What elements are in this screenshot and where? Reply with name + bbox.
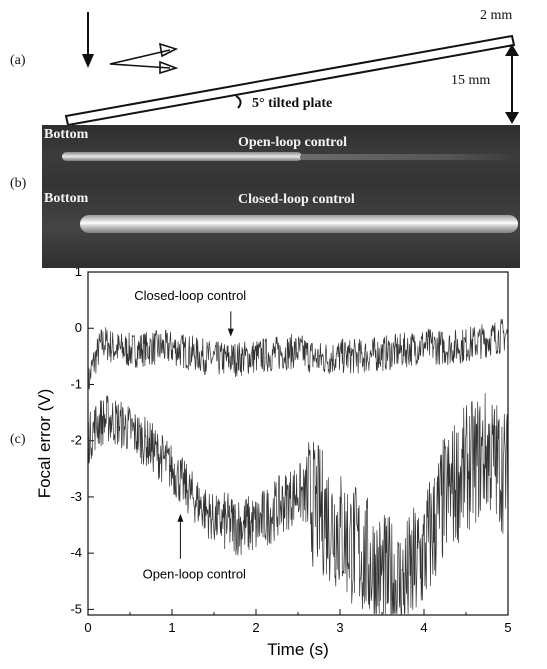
tilt-label: 5° tilted plate — [252, 96, 333, 111]
x-tick-label: 0 — [84, 620, 91, 635]
x-tick-label: 5 — [504, 620, 511, 635]
closed-loop-annotation: Closed-loop control — [134, 288, 246, 303]
panel-a-label: (a) — [10, 53, 26, 68]
top-side-label: Bottom — [44, 127, 89, 142]
closed-loop-track — [80, 215, 518, 233]
focal-error-chart: 0 1 2 3 4 5 1 0 -1 -2 -3 -4 -5 Time (s) Focal error (V… — [35, 268, 512, 659]
angle-mark-icon — [235, 95, 242, 109]
thickness-label: 2 mm — [480, 8, 513, 23]
x-axis-label: Time (s) — [267, 640, 329, 659]
tilted-plate-drawing — [64, 12, 519, 125]
open-loop-track-fading — [300, 154, 510, 160]
weld-track-photo: Bottom Open-loop control Bottom Closed-l… — [42, 125, 520, 268]
y-tick-label: -4 — [70, 545, 82, 560]
open-loop-series-line — [87, 393, 509, 615]
x-tick-label: 2 — [252, 620, 259, 635]
x-tick-label: 3 — [336, 620, 343, 635]
scan-direction-arrow-icon — [109, 42, 179, 75]
y-tick-label: -1 — [70, 376, 82, 391]
open-loop-photo-title: Open-loop control — [238, 135, 348, 150]
y-tick-label: -2 — [70, 433, 82, 448]
closed-loop-series-line — [87, 318, 509, 403]
y-tick-label: 0 — [75, 320, 82, 335]
closed-loop-arrowhead — [227, 328, 234, 337]
panel-a-diagram: (a) 2 mm 15 mm 5° tilted plate — [0, 0, 547, 125]
y-tick-label: -5 — [70, 601, 82, 616]
y-axis-label: Focal error (V) — [35, 389, 54, 499]
panel-b-label: (b) — [10, 176, 27, 191]
bottom-side-label: Bottom — [44, 191, 89, 206]
y-tick-label: -3 — [70, 489, 82, 504]
closed-loop-photo-title: Closed-loop control — [238, 192, 355, 207]
down-arrow-icon — [82, 12, 94, 68]
open-loop-arrowhead — [177, 513, 184, 522]
tilted-plate — [64, 34, 516, 125]
height-arrow-icon — [505, 44, 519, 124]
x-tick-label: 4 — [420, 620, 427, 635]
y-tick-label: 1 — [75, 268, 82, 279]
open-loop-track — [62, 152, 302, 161]
open-loop-annotation: Open-loop control — [143, 566, 246, 581]
panel-c-label: (c) — [10, 432, 26, 447]
height-label: 15 mm — [451, 73, 491, 88]
x-tick-label: 1 — [168, 620, 175, 635]
